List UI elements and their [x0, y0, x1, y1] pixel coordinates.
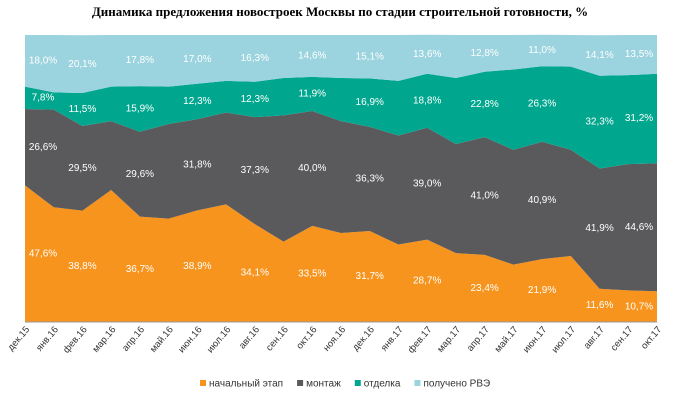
data-label: 11,0%	[528, 45, 556, 56]
x-tick-label: мар.17	[435, 324, 463, 354]
data-label: 33,5%	[298, 269, 326, 280]
data-label: 40,0%	[298, 163, 326, 174]
data-label: 26,3%	[528, 99, 556, 110]
data-label: 41,0%	[470, 191, 498, 202]
data-label: 18,8%	[413, 95, 441, 106]
x-tick-label: май.17	[493, 324, 521, 354]
data-label: 13,6%	[413, 49, 441, 60]
area	[25, 66, 657, 169]
data-label: 31,7%	[356, 271, 384, 282]
data-label: 16,9%	[356, 97, 384, 108]
legend-swatch	[200, 380, 206, 386]
legend-label: отделка	[364, 379, 401, 390]
data-label: 20,1%	[68, 59, 96, 70]
legend-label: начальный этап	[209, 379, 283, 390]
data-label: 11,9%	[298, 89, 326, 100]
data-label: 26,6%	[29, 142, 57, 153]
x-tick-label: янв.17	[379, 324, 406, 353]
data-label: 12,3%	[241, 94, 269, 105]
legend-swatch	[297, 380, 304, 386]
x-tick-label: дек.16	[350, 324, 377, 353]
data-label: 17,0%	[183, 54, 211, 65]
x-tick-label: дек.15	[6, 324, 33, 353]
data-label: 23,4%	[470, 283, 498, 294]
area	[25, 109, 657, 292]
data-label: 11,5%	[69, 104, 97, 115]
data-label: 31,8%	[183, 159, 211, 170]
data-label: 44,6%	[625, 222, 653, 233]
data-label: 21,9%	[528, 285, 556, 296]
x-tick-label: июн.17	[521, 324, 549, 355]
data-label: 41,9%	[585, 223, 613, 234]
area	[25, 185, 657, 322]
data-label: 14,6%	[298, 51, 326, 62]
data-label: 28,7%	[413, 275, 441, 286]
x-tick-label: июл.16	[205, 324, 233, 355]
x-tick-label: июн.16	[176, 324, 204, 355]
data-label: 29,6%	[126, 169, 154, 180]
legend-label: монтаж	[306, 379, 341, 390]
x-tick-label: окт.17	[639, 324, 664, 351]
data-label: 36,3%	[356, 174, 384, 185]
data-label: 32,3%	[585, 117, 613, 128]
x-tick-label: фев.17	[406, 324, 435, 355]
data-label: 17,8%	[126, 55, 154, 66]
legend-swatch	[414, 380, 421, 386]
data-label: 12,8%	[470, 48, 498, 59]
x-tick-label: май.16	[148, 324, 176, 354]
data-label: 29,5%	[68, 163, 96, 174]
area	[25, 34, 657, 93]
x-tick-label: авг.17	[582, 324, 607, 351]
x-tick-label: апр.17	[465, 324, 492, 353]
legend-swatch	[354, 380, 361, 386]
x-tick-label: апр.16	[120, 324, 147, 353]
x-tick-label: фев.16	[61, 324, 90, 355]
legend-label: получено РВЭ	[423, 379, 490, 390]
data-label: 15,9%	[126, 104, 154, 115]
x-tick-label: авг.16	[237, 324, 262, 351]
x-tick-label: мар.16	[90, 324, 118, 354]
x-tick-label: сен.17	[609, 324, 636, 353]
data-label: 47,6%	[29, 248, 57, 259]
data-label: 10,7%	[625, 301, 653, 312]
data-label: 34,1%	[241, 268, 269, 279]
data-label: 38,8%	[68, 261, 96, 272]
data-label: 15,1%	[356, 51, 384, 62]
data-label: 40,9%	[528, 195, 556, 206]
data-label: 22,8%	[470, 99, 498, 110]
data-label: 12,3%	[183, 96, 211, 107]
data-label: 38,9%	[183, 261, 211, 272]
x-tick-label: июл.17	[550, 324, 578, 355]
chart-title: Динамика предложения новостроек Москвы п…	[92, 4, 588, 19]
x-tick-label: янв.16	[34, 324, 61, 353]
data-label: 14,1%	[585, 50, 613, 61]
data-label: 36,7%	[126, 264, 154, 275]
data-label: 31,2%	[625, 113, 653, 124]
data-label: 37,3%	[241, 165, 269, 176]
data-label: 7,8%	[32, 92, 55, 103]
data-label: 18,0%	[29, 55, 57, 66]
x-tick-label: ноя.16	[321, 324, 348, 353]
data-label: 13,5%	[625, 49, 653, 60]
x-tick-label: сен.16	[264, 324, 291, 353]
data-label: 11,6%	[586, 300, 614, 311]
x-tick-label: окт.16	[294, 324, 319, 351]
data-label: 16,3%	[241, 53, 269, 64]
data-label: 39,0%	[413, 178, 441, 189]
